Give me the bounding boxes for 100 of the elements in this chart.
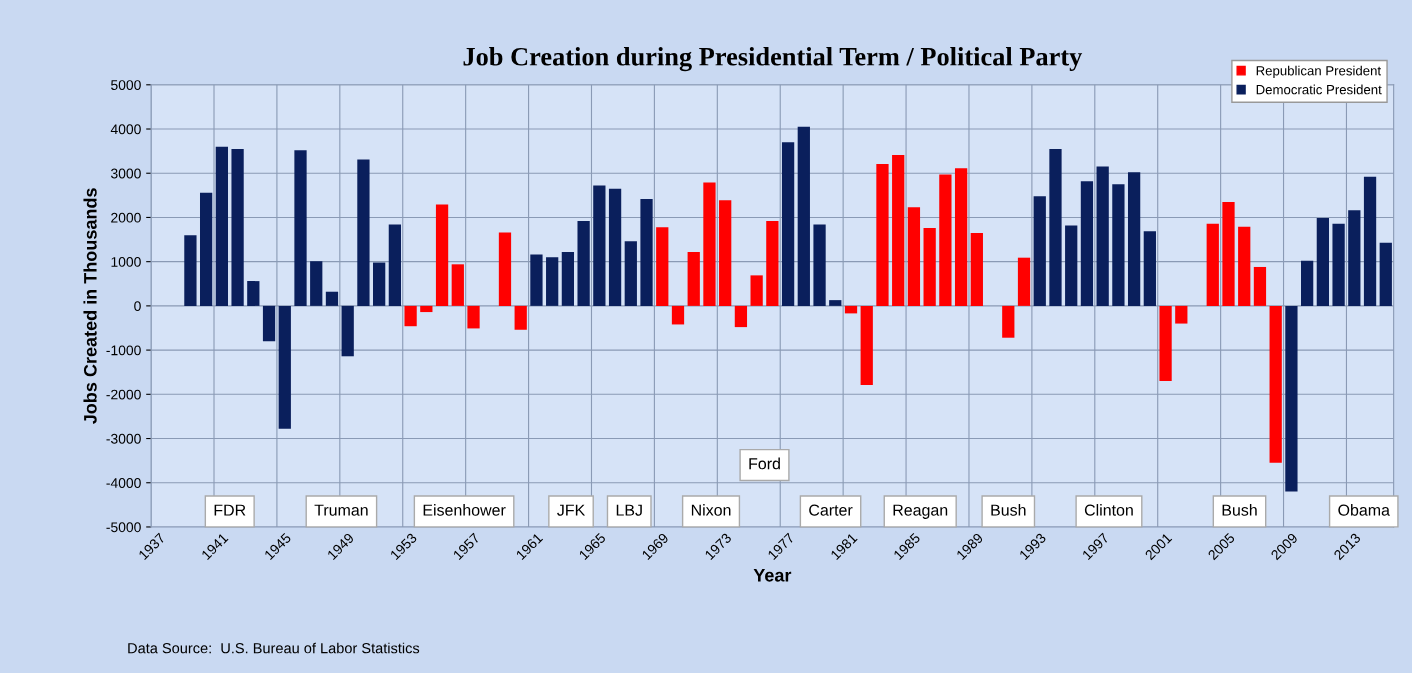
bar [1159, 305, 1172, 382]
bar [703, 182, 716, 306]
annotation: Bush [991, 504, 1026, 516]
bar [278, 305, 291, 429]
bar [577, 220, 590, 306]
annotation: Carter [809, 504, 853, 516]
bar [467, 305, 480, 329]
bar [388, 224, 402, 306]
bar [1238, 226, 1251, 306]
legend-label: Democratic President [1256, 84, 1382, 95]
bar [593, 185, 606, 306]
x-axis-title: Year [753, 569, 792, 582]
bar [420, 305, 433, 313]
legend-label: Republican President [1256, 65, 1381, 79]
bar [876, 163, 889, 306]
bar [451, 264, 464, 306]
y-tick-label: -3000 [106, 433, 141, 444]
bar [325, 291, 339, 306]
bar [1096, 166, 1109, 306]
bar [1017, 257, 1031, 306]
bar [546, 257, 559, 306]
bar [1269, 305, 1282, 463]
annotation: Nixon [691, 504, 731, 516]
bar [1332, 223, 1345, 306]
bar [561, 251, 575, 306]
bar [608, 188, 622, 306]
bar [1175, 305, 1188, 324]
bar [231, 148, 244, 306]
bar [310, 261, 323, 306]
bar [1049, 148, 1062, 306]
bar [435, 204, 449, 306]
annotation: JFK [557, 504, 586, 516]
y-tick-label: 3000 [111, 168, 141, 179]
bar [1112, 184, 1125, 306]
bar [514, 305, 527, 330]
bar [687, 251, 700, 306]
y-tick-label: 4000 [110, 124, 141, 135]
bar [671, 305, 685, 325]
bar [939, 174, 952, 306]
bar [1080, 181, 1094, 306]
annotation: Eisenhower [423, 504, 506, 516]
bar [813, 224, 826, 306]
bar [656, 227, 669, 306]
bar [200, 192, 213, 306]
bar [923, 228, 936, 306]
bar [184, 235, 197, 306]
chart-title: Job Creation during Presidential Term / Political Party [463, 47, 1083, 72]
annotation: Ford [749, 457, 780, 470]
bar [1206, 223, 1219, 306]
y-tick-label: 5000 [111, 80, 141, 90]
bar [530, 254, 543, 306]
bar [1143, 231, 1156, 306]
y-tick-label: -4000 [106, 478, 141, 488]
bar [1033, 196, 1046, 306]
bar [1222, 201, 1235, 306]
bar [719, 200, 732, 306]
annotation: Truman [314, 504, 368, 516]
bar [373, 262, 386, 306]
bar [734, 305, 748, 328]
bar [892, 155, 905, 306]
bar [781, 142, 795, 306]
y-tick-label: 1000 [111, 257, 141, 267]
bar [1127, 172, 1141, 306]
bar [907, 207, 921, 306]
bar [766, 220, 779, 306]
y-tick-label: 2000 [111, 212, 141, 223]
bar [970, 232, 983, 306]
y-tick-label: -2000 [106, 389, 141, 400]
source-note: Data Source: U.S. Bureau of Labor Statistics [128, 642, 420, 654]
bar [1285, 305, 1298, 492]
bar [404, 305, 417, 327]
bar [1253, 266, 1267, 306]
bar [624, 241, 637, 306]
annotation: Reagan [893, 504, 948, 519]
bar [341, 305, 354, 357]
annotation: Obama [1338, 504, 1390, 516]
annotation: FDR [214, 504, 246, 516]
bar [1363, 176, 1377, 306]
bar [498, 232, 512, 306]
bar [357, 159, 370, 306]
bar [750, 275, 763, 306]
y-tick-label: -1000 [106, 345, 141, 356]
bar [1002, 305, 1015, 338]
annotation: LBJ [616, 504, 642, 516]
bar [829, 300, 842, 306]
y-tick-label: -5000 [106, 522, 141, 533]
bar [797, 126, 810, 306]
bar [247, 281, 260, 306]
annotation: Bush [1222, 504, 1257, 516]
bar [1301, 260, 1314, 306]
bar [1065, 225, 1078, 306]
y-tick-label: 0 [134, 301, 141, 312]
bar [1316, 217, 1329, 306]
bar [860, 305, 873, 386]
bar [844, 305, 858, 314]
bar [1379, 242, 1392, 306]
bar [262, 305, 276, 342]
bar [1348, 210, 1361, 306]
bar [215, 146, 228, 306]
y-axis-title: Jobs Created in Thousands [83, 188, 97, 424]
